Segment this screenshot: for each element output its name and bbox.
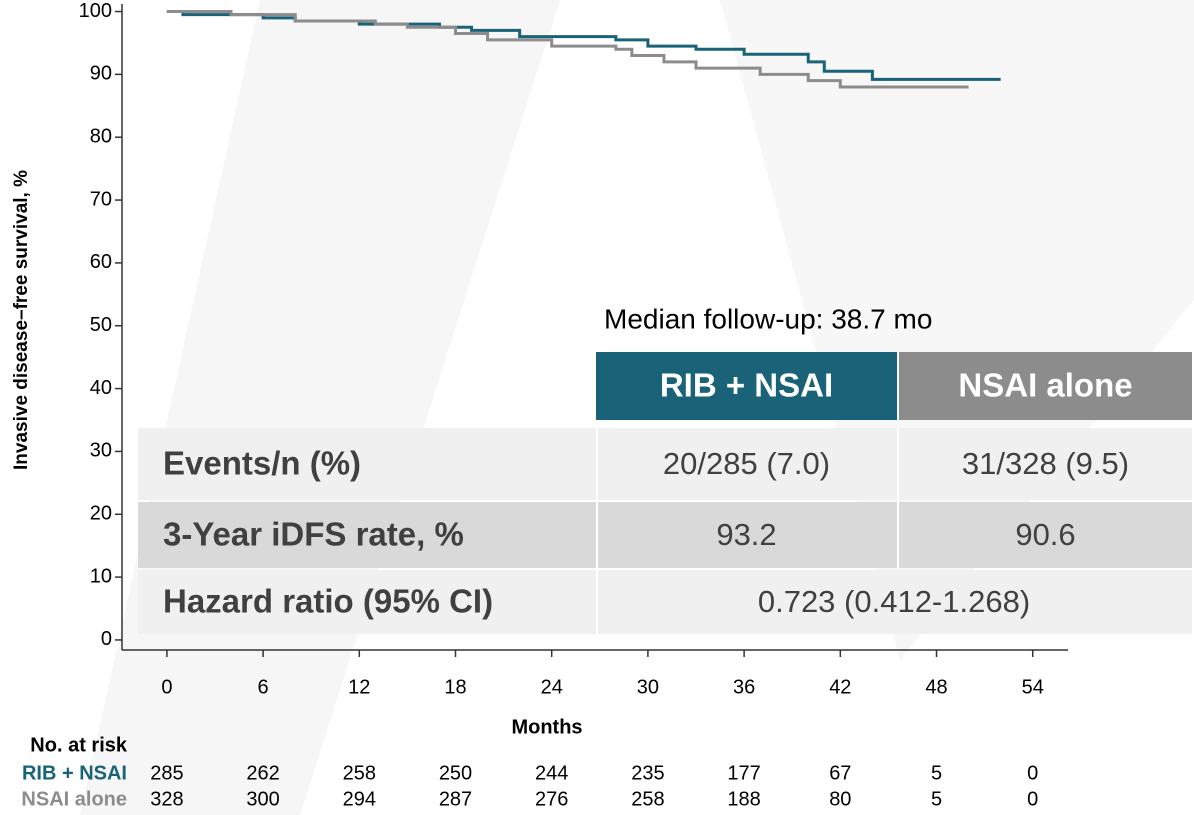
table-header-cell	[596, 352, 897, 420]
background-shape	[720, 0, 1194, 660]
y-tick-label: 50	[90, 314, 112, 336]
risk-value: 67	[829, 762, 851, 784]
row-label: Hazard ratio (95% CI)	[163, 583, 493, 620]
row-label: 3-Year iDFS rate, %	[163, 516, 464, 553]
y-tick-label: 80	[90, 126, 112, 148]
y-tick-label: 20	[90, 503, 112, 525]
x-tick-label: 48	[925, 676, 947, 698]
annotation: Median follow-up: 38.7 mo	[604, 303, 932, 334]
risk-value: 177	[727, 762, 760, 784]
x-tick-label: 30	[637, 676, 659, 698]
risk-value: 80	[829, 788, 851, 810]
risk-value: 258	[343, 762, 376, 784]
row-label: Events/n (%)	[163, 445, 361, 482]
risk-value: 5	[931, 762, 942, 784]
risk-value: 258	[631, 788, 664, 810]
x-tick-label: 36	[733, 676, 755, 698]
table-header: RIB + NSAI	[660, 367, 833, 404]
risk-value: 0	[1027, 762, 1038, 784]
y-tick-label: 100	[79, 0, 112, 22]
y-tick-label: 40	[90, 377, 112, 399]
risk-value: 262	[246, 762, 279, 784]
table-row	[138, 570, 1192, 634]
survival-curve	[166, 10, 1001, 81]
x-tick-label: 42	[829, 676, 851, 698]
risk-value: 294	[343, 788, 376, 810]
risk-row-label: RIB + NSAI	[22, 762, 127, 784]
x-tick-label: 18	[444, 676, 466, 698]
risk-value: 0	[1027, 788, 1038, 810]
risk-value: 276	[535, 788, 568, 810]
table-header: NSAI alone	[958, 367, 1132, 404]
x-tick-label: 54	[1022, 676, 1044, 698]
table-cell: 0.723 (0.412-1.268)	[758, 584, 1030, 619]
table-cell: 90.6	[1015, 517, 1075, 552]
risk-value: 188	[727, 788, 760, 810]
x-tick-label: 12	[348, 676, 370, 698]
x-tick-label: 24	[541, 676, 563, 698]
risk-title: No. at risk	[30, 734, 128, 756]
y-tick-label: 0	[101, 628, 112, 650]
risk-value: 300	[246, 788, 279, 810]
y-tick-label: 30	[90, 440, 112, 462]
table-cell: 20/285 (7.0)	[663, 446, 830, 481]
table-header-cell	[899, 352, 1192, 420]
table-cell: 93.2	[716, 517, 776, 552]
y-tick-label: 60	[90, 251, 112, 273]
y-axis-label: Invasive disease–free survival, %	[11, 170, 32, 470]
risk-value: 287	[439, 788, 472, 810]
risk-value: 285	[150, 762, 183, 784]
y-tick-label: 90	[90, 63, 112, 85]
risk-row-label: NSAI alone	[21, 788, 127, 810]
risk-value: 235	[631, 762, 664, 784]
y-tick-label: 70	[90, 188, 112, 210]
risk-value: 328	[150, 788, 183, 810]
table-row	[138, 502, 1192, 568]
table-cell: 31/328 (9.5)	[962, 446, 1129, 481]
y-tick-label: 10	[90, 565, 112, 587]
risk-value: 5	[931, 788, 942, 810]
x-tick-label: 0	[161, 676, 172, 698]
x-tick-label: 6	[258, 676, 269, 698]
table-row	[138, 428, 1192, 500]
survival-curve	[166, 10, 969, 89]
risk-value: 250	[439, 762, 472, 784]
risk-value: 244	[535, 762, 568, 784]
background-shape	[80, 0, 560, 815]
x-axis-label: Months	[511, 716, 582, 738]
